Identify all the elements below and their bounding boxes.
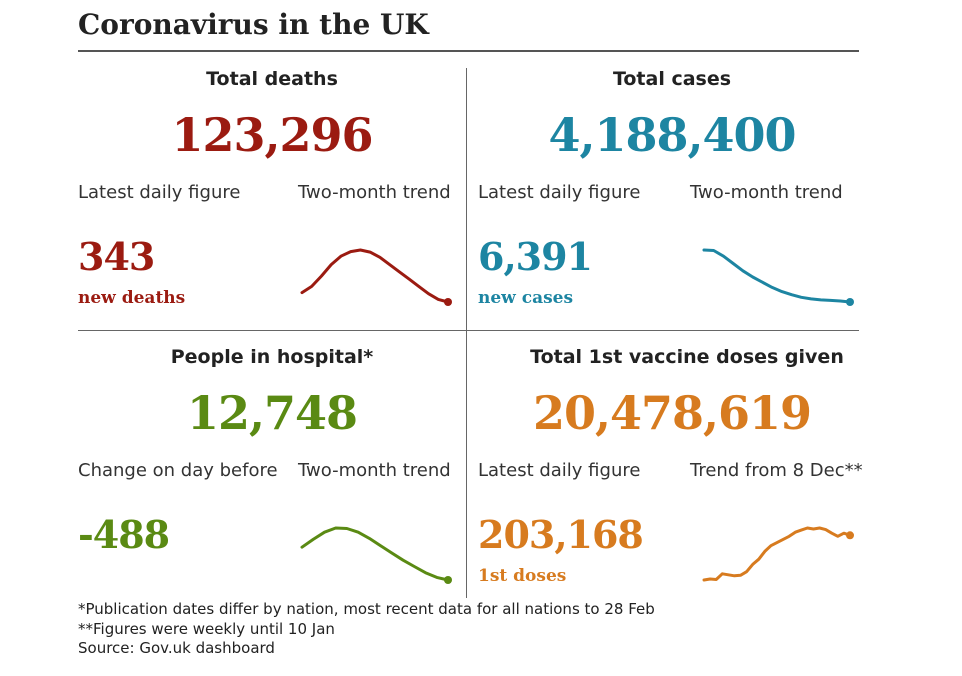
trend-line [702,526,852,582]
daily-caption: 1st doses [478,566,567,586]
vertical-divider [466,68,467,598]
latest-point [444,576,452,584]
footnotes: *Publication dates differ by nation, mos… [78,600,655,659]
latest-daily-label: Latest daily figure [78,182,241,203]
panel-heading: Total cases [612,68,732,90]
trend-line [702,248,852,304]
total-value: 123,296 [171,108,373,162]
daily-value: 6,391 [478,234,593,279]
total-value: 20,478,619 [532,386,812,440]
daily-value: -488 [78,512,170,557]
panel-heading: Total 1st vaccine doses given [530,346,844,368]
latest-daily-label: Latest daily figure [478,182,641,203]
panel-heading: People in hospital* [170,346,374,368]
total-value: 12,748 [186,386,358,440]
panel-people-in-hospital: People in hospital* 12,748 Change on day… [78,346,466,606]
latest-point [444,298,452,306]
trend-sparkline [300,526,452,584]
daily-caption: new cases [478,288,574,308]
trend-line [300,526,450,582]
title-rule [78,50,859,52]
trend-label: Two-month trend [298,460,451,481]
panel-total-cases: Total cases 4,188,400 Latest daily figur… [478,68,866,328]
trend-label: Two-month trend [298,182,451,203]
trend-sparkline [300,248,452,306]
trend-label: Two-month trend [690,182,843,203]
source-note: Source: Gov.uk dashboard [78,639,275,657]
trend-line [300,248,450,304]
panel-vaccine-doses: Total 1st vaccine doses given 20,478,619… [478,346,866,606]
trend-sparkline [702,248,854,306]
footnote: **Figures were weekly until 10 Jan [78,619,335,638]
trend-sparkline [702,526,854,582]
footnote: *Publication dates differ by nation, mos… [78,600,655,618]
latest-daily-label: Latest daily figure [478,460,641,481]
daily-value: 203,168 [478,512,644,557]
trend-label: Trend from 8 Dec** [690,460,863,481]
panel-total-deaths: Total deaths 123,296 Latest daily figure… [78,68,466,328]
latest-point [846,531,854,540]
latest-point [846,298,854,306]
total-value: 4,188,400 [548,108,796,162]
change-label: Change on day before [78,460,278,481]
horizontal-divider [78,330,859,331]
daily-caption: new deaths [78,288,186,308]
daily-value: 343 [78,234,155,279]
panel-heading: Total deaths [206,68,338,90]
chart-title: Coronavirus in the UK [78,8,429,41]
